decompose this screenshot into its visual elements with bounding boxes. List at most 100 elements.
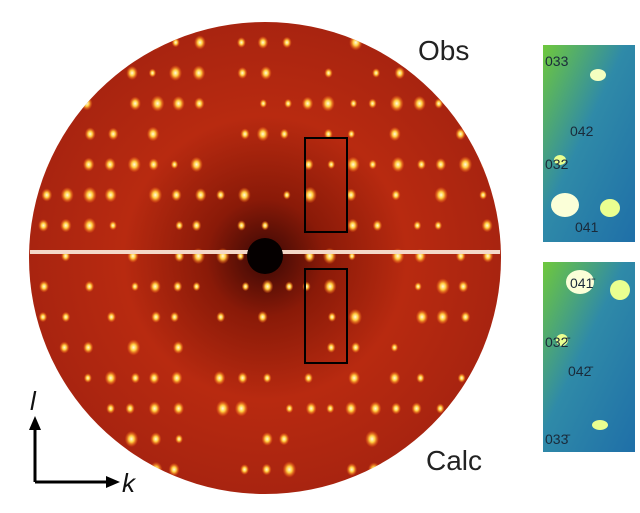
spot xyxy=(461,68,469,78)
spot xyxy=(150,462,163,477)
spot xyxy=(240,128,249,139)
spot xyxy=(240,464,249,475)
spot xyxy=(107,37,115,47)
spot xyxy=(192,65,205,80)
inset-label: 032 xyxy=(545,156,569,172)
spot xyxy=(169,463,180,476)
spot xyxy=(190,157,203,172)
spot xyxy=(85,464,95,476)
spot xyxy=(327,342,336,353)
spot xyxy=(389,127,401,141)
spot xyxy=(368,462,380,476)
spot xyxy=(324,279,337,294)
spot xyxy=(458,280,468,292)
spot xyxy=(347,157,360,173)
k-axis-label: k xyxy=(122,468,137,498)
spot xyxy=(302,281,310,291)
spot xyxy=(193,282,201,291)
spot xyxy=(83,341,93,353)
spot xyxy=(260,99,268,108)
spot xyxy=(148,187,162,203)
spot xyxy=(85,281,95,292)
spot xyxy=(396,37,404,47)
spot xyxy=(39,280,49,292)
spot xyxy=(216,190,225,201)
spot xyxy=(150,432,161,445)
spot xyxy=(175,221,183,231)
inset-label: 042 xyxy=(570,123,594,139)
spot xyxy=(104,188,116,203)
spot xyxy=(327,160,335,169)
inset-label: 032̄ xyxy=(545,334,570,350)
spot xyxy=(434,221,442,230)
spot xyxy=(83,67,92,78)
spot xyxy=(436,403,444,413)
spot xyxy=(173,341,184,354)
spot xyxy=(416,310,428,325)
spot xyxy=(38,219,49,232)
spot xyxy=(151,311,161,323)
spot xyxy=(389,371,400,385)
spot xyxy=(175,434,183,444)
spot xyxy=(172,96,185,111)
spot xyxy=(38,464,47,474)
spot xyxy=(127,339,140,355)
calc-label: Calc xyxy=(426,445,482,476)
spot xyxy=(41,37,50,48)
spot xyxy=(173,281,182,292)
spot xyxy=(242,282,250,291)
spot xyxy=(195,188,207,202)
spot xyxy=(38,65,52,82)
spot xyxy=(126,66,138,80)
spot xyxy=(435,158,446,171)
spot xyxy=(282,37,292,49)
spot xyxy=(437,68,445,78)
spot xyxy=(283,190,291,199)
spot xyxy=(321,95,335,111)
spot xyxy=(262,464,272,476)
spot xyxy=(84,373,92,383)
spot xyxy=(61,431,75,448)
spot xyxy=(324,68,333,78)
inset-label: 041 xyxy=(575,219,599,235)
spot xyxy=(480,68,489,78)
spot xyxy=(390,95,404,112)
spot xyxy=(260,66,272,80)
spot xyxy=(172,38,180,48)
spot xyxy=(171,160,179,169)
spot xyxy=(394,67,404,80)
spot xyxy=(59,341,69,353)
spot xyxy=(39,312,48,322)
spot xyxy=(479,403,488,414)
spot xyxy=(41,188,52,201)
spot xyxy=(391,343,399,352)
spot xyxy=(42,403,51,413)
inset-label: 041̄ xyxy=(570,275,595,291)
spot xyxy=(373,220,383,231)
spot xyxy=(279,433,290,446)
spot xyxy=(237,67,247,79)
spot xyxy=(436,310,448,325)
spot xyxy=(257,311,267,323)
spot xyxy=(214,371,226,385)
spot xyxy=(413,221,421,231)
spot xyxy=(481,219,492,233)
inset-label: 033 xyxy=(545,53,569,69)
spot xyxy=(263,373,272,383)
spot xyxy=(171,189,182,202)
spot xyxy=(170,312,179,323)
inset-label: 042̄ xyxy=(568,363,593,379)
spot xyxy=(436,278,450,295)
spot xyxy=(285,281,293,291)
spot xyxy=(417,159,426,170)
spot xyxy=(261,221,269,231)
spot xyxy=(60,464,69,475)
spot xyxy=(481,160,489,170)
spot xyxy=(237,37,246,48)
spot xyxy=(258,36,269,49)
spot xyxy=(83,218,96,234)
spot xyxy=(131,282,139,291)
spot xyxy=(391,157,404,173)
spot xyxy=(348,309,362,325)
spot xyxy=(280,129,289,140)
